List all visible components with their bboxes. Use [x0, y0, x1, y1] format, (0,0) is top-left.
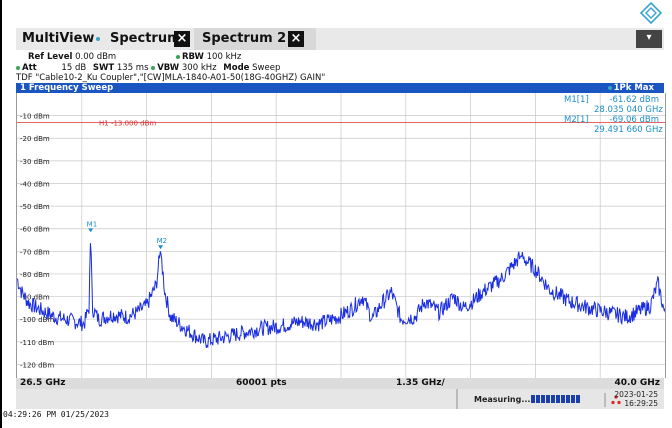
y-tick-label: -20 dBm	[20, 135, 50, 143]
close-tab-spectrum-button[interactable]: ×	[174, 31, 190, 47]
trace-label-text: 1Pk Max	[613, 83, 654, 93]
left-border	[0, 0, 2, 428]
status-divider-2	[604, 393, 606, 407]
minimize-button[interactable]: ▾	[636, 30, 662, 48]
marker-1-label: M1[1]	[564, 95, 589, 105]
ref-level-value: 0.00 dBm	[75, 52, 117, 62]
datetime-display: 2023-01-25 16:29:25	[614, 390, 658, 408]
pane-title: 1 Frequency Sweep	[20, 83, 114, 93]
tab-spectrum-indicator-icon	[96, 37, 100, 41]
limit-line-label: H1 -13.000 dBm	[99, 119, 156, 127]
close-tab-spectrum-2-button[interactable]: ×	[288, 31, 304, 47]
marker-1-readout: M1[1] -61.62 dBm	[564, 95, 659, 105]
y-tick-label: -80 dBm	[20, 271, 50, 279]
marker-1-frequency: 28.035 040 GHz	[594, 105, 663, 115]
y-tick-label: -90 dBm	[20, 294, 50, 302]
marker-1-level: -61.62 dBm	[609, 95, 659, 105]
att-value: 15 dB	[61, 63, 87, 73]
progress-segment	[561, 395, 565, 403]
progress-segment	[541, 395, 545, 403]
measuring-status: Measuring...	[474, 395, 531, 404]
att-setting[interactable]: Att 15 dB SWT 135 ms VBW 300 kHz Mode Sw…	[16, 63, 280, 73]
screenshot-timestamp: 04:29:26 PM 01/25/2023	[3, 410, 109, 419]
marker-2-frequency: 29.491 660 GHz	[594, 125, 663, 135]
rbw-value: 100 kHz	[206, 52, 242, 62]
marker-2-label: M2[1]	[564, 115, 589, 125]
y-tick-label: -70 dBm	[20, 248, 50, 256]
status-bar: Measuring... 2023-01-25 16:29:25	[16, 389, 664, 409]
progress-segment	[531, 395, 535, 403]
y-tick-label: -50 dBm	[20, 203, 50, 211]
rohde-schwarz-logo-icon	[640, 2, 662, 24]
coupled-indicator-icon	[16, 65, 20, 70]
sweep-points-label: 60001 pts	[236, 378, 287, 388]
x-axis-bar: 26.5 GHz 60001 pts 1.35 GHz/ 40.0 GHz	[16, 378, 664, 389]
tab-multiview[interactable]: MultiView	[22, 31, 95, 46]
marker-2-tag: M2	[157, 237, 168, 245]
network-warning-icon	[611, 395, 621, 405]
progress-segment	[551, 395, 555, 403]
mode-label: Mode	[223, 63, 250, 73]
y-tick-label: -10 dBm	[20, 113, 50, 121]
progress-segment	[536, 395, 540, 403]
mode-value: Sweep	[252, 63, 281, 73]
progress-segment	[566, 395, 570, 403]
progress-segment	[571, 395, 575, 403]
trace-indicator-icon	[607, 85, 612, 90]
ref-level-label: Ref Level	[28, 52, 73, 62]
trace-1-line	[17, 243, 665, 349]
progress-segment	[576, 395, 580, 403]
swt-value: 135 ms	[116, 63, 149, 73]
marker-1-tag: M1	[87, 220, 98, 228]
rbw-setting[interactable]: RBW 100 kHz	[176, 52, 241, 62]
rbw-label: RBW	[182, 52, 204, 62]
progress-segment	[546, 395, 550, 403]
x-start-label: 26.5 GHz	[20, 378, 66, 388]
trace-label: 1Pk Max	[607, 83, 654, 93]
marker-2-readout: M2[1] -69.06 dBm	[564, 115, 659, 125]
span-per-div-label: 1.35 GHz/	[396, 378, 445, 388]
swt-label: SWT	[92, 63, 115, 73]
coupled-indicator-icon	[151, 65, 156, 70]
status-time: 16:29:25	[624, 399, 658, 408]
pane-header: 1 Frequency Sweep 1Pk Max	[16, 83, 664, 93]
vbw-label: VBW	[157, 63, 180, 73]
y-tick-label: -30 dBm	[20, 158, 50, 166]
vbw-value: 300 kHz	[181, 63, 217, 73]
marker-2-icon[interactable]	[158, 245, 164, 250]
x-stop-label: 40.0 GHz	[614, 378, 661, 388]
transducer-info: TDF "Cable10-2_Ku Coupler","[CW]MLA-1840…	[16, 73, 326, 83]
y-tick-label: -40 dBm	[20, 180, 50, 188]
y-tick-label: -100 dBm	[20, 316, 54, 324]
att-label: Att	[22, 63, 37, 73]
frequency-sweep-plot[interactable]: -10 dBm -20 dBm -30 dBm -40 dBm -50 dBm -60 d…	[16, 93, 666, 378]
y-tick-label: -120 dBm	[20, 361, 54, 369]
y-tick-label: -60 dBm	[20, 226, 50, 234]
marker-1-icon[interactable]	[88, 228, 94, 233]
status-date: 2023-01-25	[614, 390, 658, 399]
tab-bar: MultiView Spectrum × Spectrum 2 ×	[16, 28, 664, 50]
tab-spectrum[interactable]: Spectrum	[110, 31, 181, 46]
marker-2-level: -69.06 dBm	[609, 115, 659, 125]
tab-spectrum-2[interactable]: Spectrum 2	[194, 28, 316, 50]
coupled-indicator-icon	[176, 54, 180, 59]
ref-level-setting[interactable]: Ref Level 0.00 dBm	[28, 52, 116, 62]
status-divider	[456, 389, 458, 409]
progress-segment	[556, 395, 560, 403]
y-tick-label: -110 dBm	[20, 339, 54, 347]
